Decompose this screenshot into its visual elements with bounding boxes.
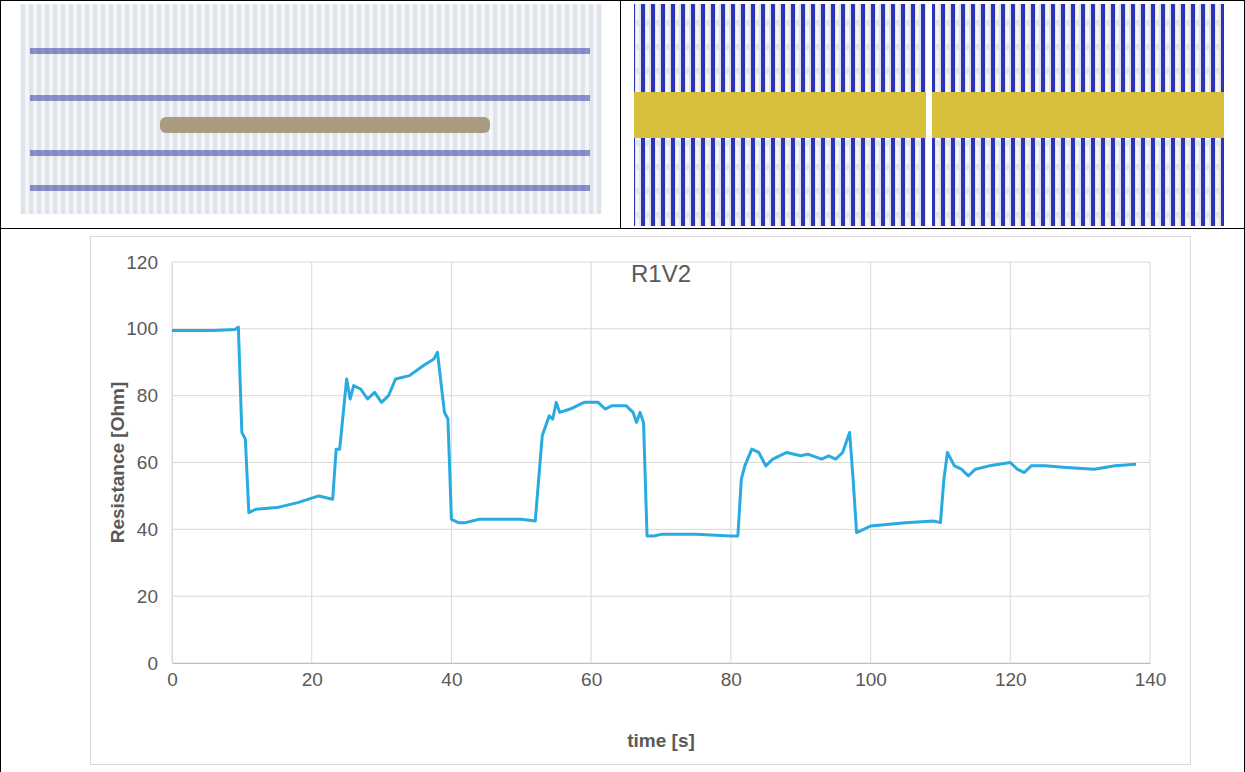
x-tick-label: 80	[721, 669, 742, 690]
x-tick: 120	[995, 663, 1027, 690]
data-line	[172, 327, 1136, 536]
y-tick-label: 60	[137, 452, 158, 473]
chart-title: R1V2	[631, 260, 691, 287]
y-tick: 0	[147, 653, 172, 674]
table-line	[0, 0, 1245, 1]
x-tick-label: 20	[302, 669, 323, 690]
y-axis-title: Resistance [Ohm]	[107, 382, 128, 544]
grid-line	[172, 663, 1150, 664]
canvas: 0 20 40 60 80 100 120 140 0 20 40 60 80 100 120 R1V2 tim…	[0, 0, 1245, 772]
grid-line	[451, 262, 452, 663]
photo-stripe	[30, 150, 590, 156]
photo-stripe	[30, 185, 590, 191]
table-lines	[0, 0, 1245, 772]
grid-line	[870, 262, 871, 663]
grid-line	[172, 395, 1150, 396]
grid	[172, 262, 1150, 663]
x-tick: 80	[721, 663, 742, 690]
x-tick-label: 120	[995, 669, 1027, 690]
x-tick-label: 40	[441, 669, 462, 690]
y-tick: 40	[137, 519, 172, 540]
y-tick: 20	[137, 586, 172, 607]
grid-line	[172, 596, 1150, 597]
chart-area	[91, 237, 1191, 765]
y-tick-label: 80	[137, 385, 158, 406]
y-tick-label: 20	[137, 586, 158, 607]
grid-line	[172, 328, 1150, 329]
y-tick: 120	[126, 252, 172, 273]
x-tick: 100	[855, 663, 887, 690]
grid-line	[172, 529, 1150, 530]
y-tick-label: 100	[126, 318, 158, 339]
x-tick: 40	[441, 663, 462, 690]
y-tick-label: 40	[137, 519, 158, 540]
table-line	[1244, 0, 1245, 772]
table-line	[620, 0, 621, 228]
x-tick: 60	[581, 663, 602, 690]
grid-line	[730, 262, 731, 663]
photo-braid	[634, 92, 926, 138]
y-tick-label: 120	[126, 252, 158, 273]
y-axis: 0 20 40 60 80 100 120	[126, 252, 172, 674]
x-tick-label: 0	[167, 669, 178, 690]
x-tick-label: 140	[1135, 669, 1167, 690]
x-tick-label: 60	[581, 669, 602, 690]
x-tick: 140	[1135, 663, 1167, 690]
photos	[20, 4, 1224, 226]
photo	[20, 4, 602, 214]
photo-stripe	[30, 48, 590, 54]
x-tick: 0	[167, 663, 178, 690]
photo	[634, 4, 926, 226]
y-tick: 80	[137, 385, 172, 406]
photo-stripe	[30, 95, 590, 101]
x-tick-label: 100	[855, 669, 887, 690]
x-tick: 20	[302, 663, 323, 690]
y-axis-line	[172, 263, 173, 664]
plot	[172, 327, 1136, 536]
photo-braid	[932, 92, 1224, 138]
x-axis-title: time [s]	[627, 730, 695, 751]
table-line	[0, 228, 1245, 229]
table-line	[0, 0, 1, 772]
y-tick-label: 0	[147, 653, 158, 674]
grid-line	[1150, 262, 1151, 663]
photo	[932, 4, 1224, 226]
y-tick: 60	[137, 452, 172, 473]
x-axis: 0 20 40 60 80 100 120 140	[167, 663, 1166, 690]
grid-line	[311, 262, 312, 663]
grid-line	[591, 262, 592, 663]
photo-braid	[160, 117, 490, 133]
grid-line	[172, 262, 173, 663]
x-axis-line	[173, 663, 1151, 664]
y-tick: 100	[126, 318, 172, 339]
